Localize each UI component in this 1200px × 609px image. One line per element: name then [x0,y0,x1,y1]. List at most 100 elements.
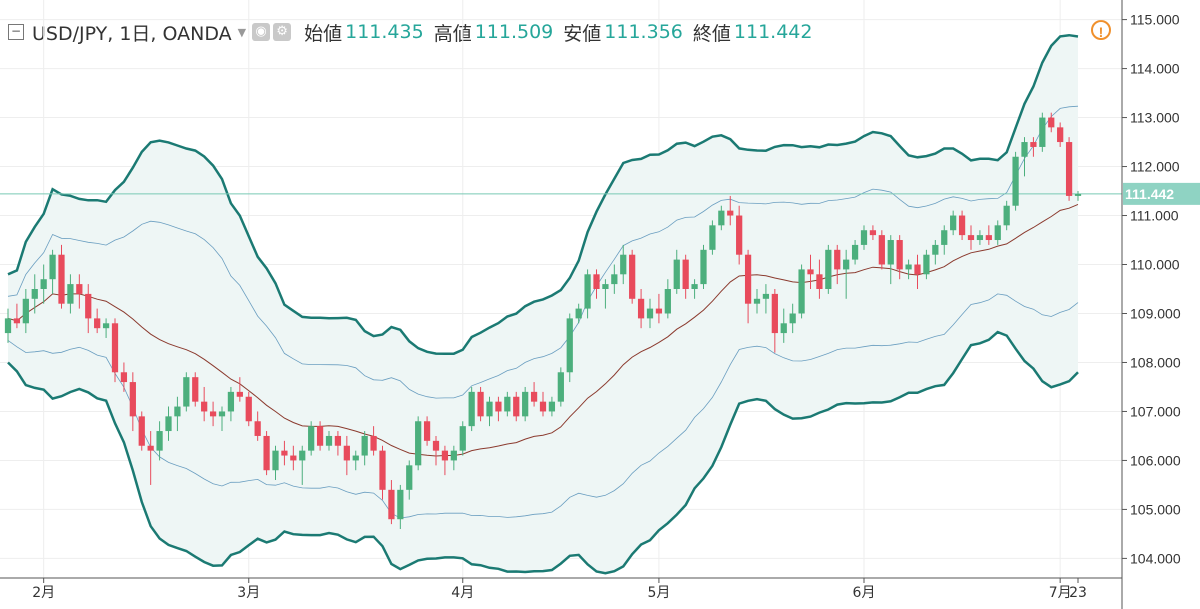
x-tick-label: 2月 [32,585,55,601]
candle [334,435,342,446]
candle [539,401,547,412]
y-tick-label: 113.000 [1130,110,1180,126]
candle [67,284,74,304]
candle [272,450,279,471]
gear-icon[interactable]: ⚙ [273,23,292,41]
candle [611,274,618,285]
candle [593,274,600,289]
y-tick-label: 107.000 [1130,403,1181,419]
candle [76,284,83,294]
candle [513,396,520,417]
candle [31,289,38,299]
candle [156,431,163,451]
y-tick-label: 111.000 [1130,208,1179,224]
inner-lower-band [7,293,1079,519]
inner-upper-band [7,105,1079,399]
candle [1074,193,1082,196]
candle [218,411,226,417]
candle [22,298,29,324]
candle [1048,117,1055,128]
x-tick-label: 4月 [451,585,474,601]
band-fill [8,35,1078,574]
candle [94,318,101,329]
y-tick-label: 104.000 [1130,550,1181,566]
candle [664,289,671,314]
candle [736,215,743,255]
candle [646,308,654,319]
candle [798,269,805,314]
candle [825,249,832,289]
alert-icon[interactable]: ! [1091,20,1111,40]
candle [557,372,564,402]
candle [860,230,868,245]
symbol-title[interactable]: USD/JPY, 1日, OANDA [32,22,232,45]
candle [905,264,912,270]
candle [299,450,306,461]
candle [1039,117,1046,147]
candle [914,264,921,275]
candle [1057,127,1064,143]
high-label: 高値 [433,22,472,45]
candle [120,372,128,383]
candle [762,293,770,299]
candle [254,421,261,436]
candle [343,445,350,461]
candle [308,426,315,451]
candle [432,440,440,451]
y-tick-label: 110.000 [1130,257,1180,273]
candle [361,435,368,456]
candle [691,284,698,289]
collapse-icon[interactable]: − [8,24,24,40]
candle [397,489,404,520]
candle [1021,142,1028,157]
candle [165,416,172,432]
candle [834,249,841,270]
candle [459,426,466,451]
candle [450,450,457,461]
candle [1030,142,1037,147]
candle [629,254,636,299]
candle [406,465,413,490]
y-tick-label: 114.000 [1130,61,1180,77]
eye-icon[interactable]: ◉ [252,23,271,41]
candle [325,435,333,446]
low-value: 111.356 [604,21,683,43]
candle [477,391,484,417]
candle [379,450,386,490]
candle [183,377,190,407]
candle [637,298,645,319]
candle [147,445,154,451]
high-value: 111.509 [474,21,554,43]
x-tick-label: 23 [1069,585,1087,601]
candle [522,391,529,417]
candle [415,421,422,466]
low-label: 安値 [563,22,602,45]
candle [227,391,235,412]
candle [932,244,939,255]
x-tick-label: 3月 [237,585,260,601]
candle [102,323,110,329]
candle [994,225,1001,241]
candle [976,235,984,241]
candle [263,435,270,471]
lower-band [7,330,1079,575]
candle [174,406,181,417]
chevron-down-icon[interactable]: ▼ [237,25,247,39]
candle [49,254,56,280]
close-label: 終値 [692,22,731,45]
candle [655,308,663,314]
candle [1003,205,1010,226]
candle [789,313,796,324]
candle [896,240,903,270]
candle [441,450,449,461]
candle [869,230,877,236]
candle [700,249,707,285]
last-price-tag [1123,182,1200,205]
candle [753,298,761,304]
candle [290,455,297,461]
candle [138,416,145,446]
candle [843,259,850,270]
candle [602,284,609,289]
last-price-label: 111.442 [1125,186,1174,202]
